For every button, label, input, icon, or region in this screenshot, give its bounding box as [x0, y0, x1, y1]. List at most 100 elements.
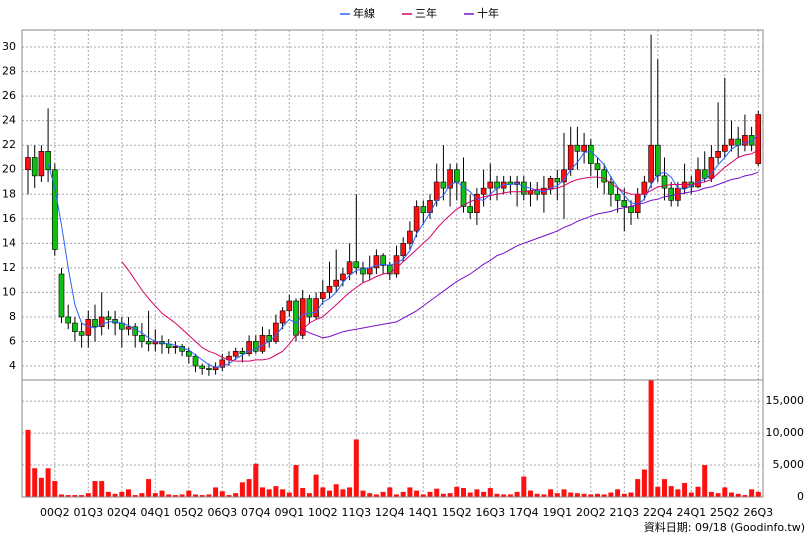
volume-bar [608, 492, 614, 497]
candle-body [286, 300, 293, 312]
candle-body [172, 346, 179, 348]
volume-bar [246, 479, 252, 497]
volume-bar [742, 495, 748, 497]
candle-body [393, 255, 400, 275]
volume-bar [729, 492, 734, 497]
candle-body [366, 267, 373, 275]
volume-bar [65, 495, 71, 497]
y-tick-label: 26 [2, 89, 16, 102]
volume-bar [574, 493, 580, 497]
x-tick-label: 09Q1 [274, 506, 304, 519]
x-tick-label: 10Q2 [308, 506, 338, 519]
x-tick-label: 16Q3 [475, 506, 505, 519]
volume-bar [749, 489, 755, 497]
volume-bar [226, 495, 232, 497]
y-tick-label: 6 [9, 334, 16, 347]
y2-tick-label: 0 [797, 490, 804, 503]
volume-bar [501, 494, 507, 497]
moving-average-line [47, 133, 759, 368]
candle-body [581, 144, 587, 152]
volume-bar [273, 486, 279, 497]
volume-bar [126, 489, 131, 497]
candle-body [346, 261, 353, 275]
candle-body [45, 151, 51, 171]
x-tick-label: 15Q2 [442, 506, 472, 519]
candle-body [520, 181, 527, 195]
candle-body [25, 157, 31, 171]
candle-body [648, 144, 654, 183]
volume-bar [695, 486, 701, 497]
volume-bar [447, 493, 453, 497]
y-tick-label: 8 [9, 310, 16, 323]
candle-body [614, 193, 621, 201]
volume-bar [628, 492, 634, 497]
candle-body [51, 169, 58, 250]
volume-bar [534, 493, 540, 497]
candle-body [621, 200, 628, 207]
volume-bar [715, 493, 721, 497]
x-tick-label: 25Q2 [710, 506, 740, 519]
volume-bar [286, 492, 292, 497]
candle-body [219, 359, 226, 368]
y-tick-label: 22 [2, 138, 16, 151]
y-tick-label: 24 [2, 114, 16, 127]
legend-label: 三年 [415, 6, 437, 20]
volume-bar [340, 489, 346, 497]
candle-body [447, 169, 453, 189]
volume-bar [487, 488, 493, 497]
candle-body [742, 135, 748, 146]
volume-bar [688, 492, 694, 497]
candle-body [232, 350, 239, 357]
candle-body [628, 206, 634, 213]
moving-average-line [121, 149, 759, 362]
volume-bar [601, 494, 607, 497]
volume-bar [146, 479, 152, 497]
candle-body [293, 300, 299, 336]
y-tick-label: 30 [2, 40, 16, 53]
x-tick-label: 20Q2 [576, 506, 606, 519]
volume-bar [581, 493, 587, 497]
volume-bar [199, 495, 205, 497]
volume-bar [333, 484, 339, 497]
volume-bar [722, 487, 728, 497]
volume-bar [548, 489, 554, 497]
volume-bar [139, 493, 145, 497]
volume-bar [45, 468, 51, 497]
candle-body [279, 310, 286, 324]
candle-body [72, 322, 78, 332]
volume-bar [327, 490, 332, 497]
volume-bar [52, 481, 58, 497]
candle-body [467, 206, 474, 213]
volume-bar [112, 493, 118, 497]
volume-bar [313, 474, 319, 497]
x-tick-label: 26Q3 [743, 506, 773, 519]
candle-body [420, 206, 427, 213]
x-tick-label: 21Q3 [609, 506, 639, 519]
candle-body [92, 319, 98, 328]
volume-bar [105, 491, 111, 497]
volume-bar [59, 494, 64, 497]
candle-body [594, 163, 601, 171]
candle-body [460, 181, 467, 207]
candle-body [721, 144, 728, 152]
volume-bar [675, 489, 681, 497]
volume-bar [347, 487, 353, 497]
volume-bar [588, 494, 594, 497]
candle-body [661, 175, 668, 189]
volume-bar [233, 493, 239, 497]
volume-bar [755, 491, 761, 497]
volume-bar [648, 380, 654, 497]
legend-label: 十年 [477, 6, 499, 20]
volume-bar [387, 487, 393, 497]
volume-bar [367, 493, 373, 497]
candle-body [192, 355, 199, 367]
volume-bar [400, 491, 406, 497]
volume-bar [373, 494, 379, 497]
y-tick-label: 16 [2, 212, 16, 225]
candle-body [373, 255, 380, 269]
candle-body [748, 135, 755, 146]
candle-body [668, 187, 675, 201]
candle-body [239, 350, 246, 355]
candle-body [715, 151, 721, 158]
